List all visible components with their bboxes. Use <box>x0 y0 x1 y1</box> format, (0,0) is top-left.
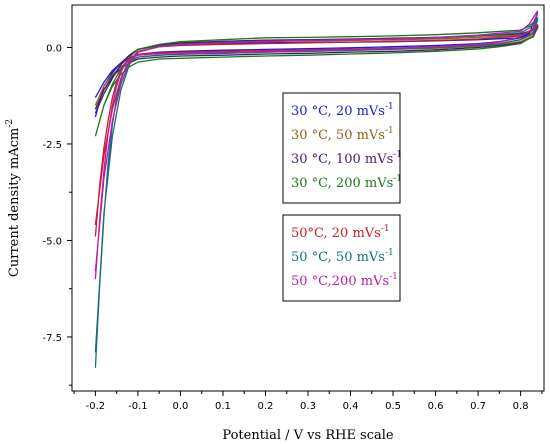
legend-frame <box>282 214 401 302</box>
legend-entry: 30 °C, 20 mVs-1 <box>291 102 394 119</box>
x-tick-label: 0.0 <box>172 401 188 412</box>
legend-entry: 50 °C,200 mVs-1 <box>291 272 398 289</box>
x-tick-label: 0.6 <box>428 401 444 412</box>
legend-entry: 30 °C, 100 mVs-1 <box>291 150 402 167</box>
y-axis: 0.0 -2.5 -5.0 -7.5 <box>42 43 72 386</box>
x-tick-label: 0.3 <box>300 401 316 412</box>
y-axis-title: Current density mAcm-2 <box>5 119 22 277</box>
y-tick-label: -7.5 <box>42 333 62 344</box>
x-tick-label: 0.8 <box>513 401 529 412</box>
legend-entry: 50°C, 20 mVs-1 <box>291 224 390 241</box>
y-axis-title-superscript: -2 <box>5 119 15 128</box>
y-axis-title-text: Current density mAcm <box>7 128 22 277</box>
y-tick-label: -5.0 <box>42 236 62 247</box>
x-tick-label: 0.1 <box>215 401 231 412</box>
x-tick-label: 0.4 <box>343 401 359 412</box>
x-tick-label: 0.2 <box>258 401 274 412</box>
x-axis: -0.2 -0.1 0.0 0.1 0.2 0.3 0.4 0.5 0.6 0.7 0.8 <box>73 391 543 412</box>
x-tick-label: 0.7 <box>470 401 486 412</box>
series-line-7 <box>94 10 539 280</box>
legend-box-30c: 30 °C, 20 mVs-1 30 °C, 50 mVs-1 30 °C, 100… <box>282 92 402 204</box>
series-group <box>94 10 540 368</box>
legend-box-50c: 50°C, 20 mVs-1 50 °C, 50 mVs-1 50 °C,200 m… <box>282 214 401 302</box>
legend-entry: 30 °C, 50 mVs-1 <box>291 126 394 143</box>
legend-entry: 30 °C, 200 mVs-1 <box>291 174 402 191</box>
legend-frame <box>282 92 401 204</box>
x-tick-label: -0.2 <box>86 401 106 412</box>
x-tick-label: 0.5 <box>385 401 401 412</box>
y-tick-label: 0.0 <box>46 43 62 54</box>
x-axis-title: Potential / V vs RHE scale <box>222 428 394 443</box>
x-tick-label: -0.1 <box>128 401 148 412</box>
y-tick-label: -2.5 <box>42 140 62 151</box>
legend-entry: 50 °C, 50 mVs-1 <box>291 248 394 265</box>
